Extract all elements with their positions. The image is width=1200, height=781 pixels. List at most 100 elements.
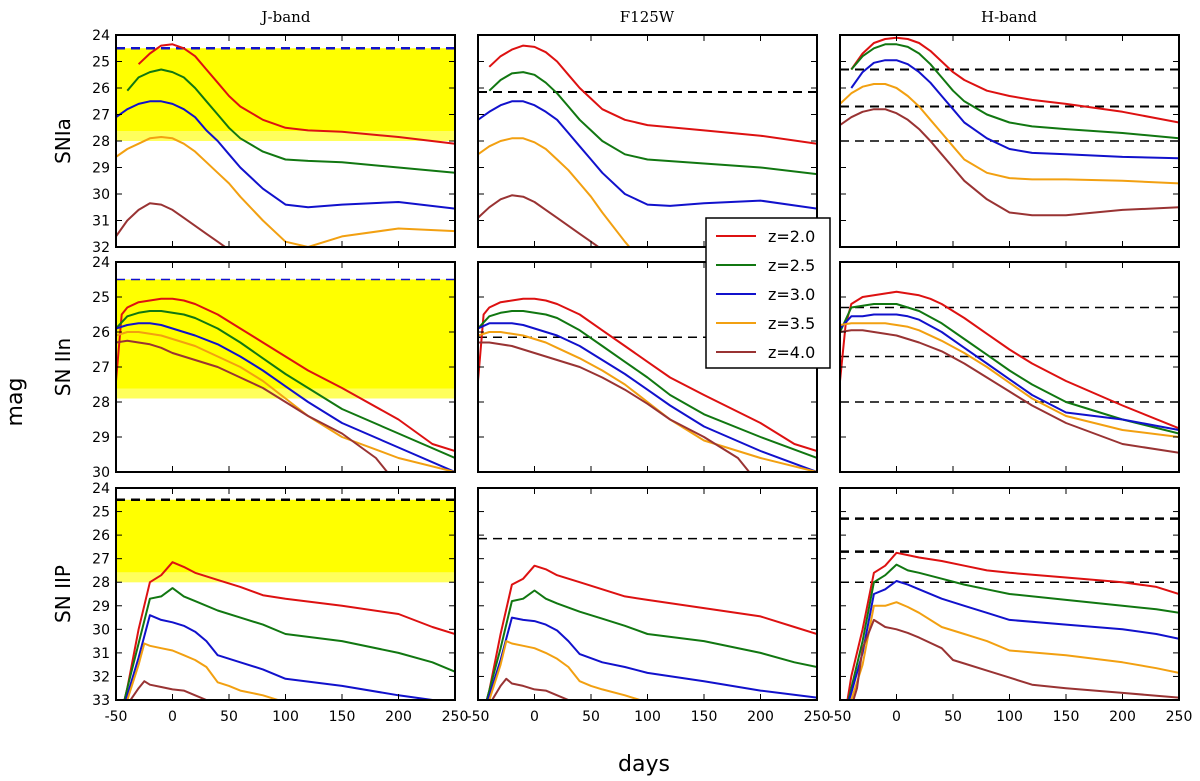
plot-area: [840, 290, 1179, 454]
series-line-z-2-0: [116, 297, 455, 452]
x-tick-label: 250: [1166, 709, 1193, 725]
y-tick-label: 32: [92, 240, 110, 256]
series-line-z-2-0: [123, 561, 455, 700]
y-tick-label: 25: [92, 290, 110, 306]
panel-sn-iip-f125w: -50 0 50 100 150 200 250: [467, 487, 831, 725]
plot-area: [116, 498, 455, 700]
series-line-z-2-0: [846, 551, 1179, 700]
series-line-z-2-0: [488, 44, 817, 145]
plot-area: [478, 297, 817, 472]
legend-label-z30: z=3.0: [768, 285, 815, 304]
y-tick-label: 26: [92, 528, 110, 544]
col-title-f125w: F125W: [620, 8, 675, 26]
series-line-z-2-5: [840, 303, 1179, 435]
row-label-sniin: SN IIn: [51, 338, 75, 397]
y-tick-label: 24: [92, 28, 110, 44]
x-tick-label: 250: [442, 709, 469, 725]
series-line-z-3-5: [116, 136, 455, 247]
plot-area: [116, 278, 455, 472]
series-line-z-4-0: [116, 202, 227, 247]
series-line-z-3-5: [488, 640, 644, 700]
x-tick-label: 0: [168, 709, 177, 725]
series-line-z-4-0: [840, 108, 1179, 217]
x-tick-label: 50: [944, 709, 962, 725]
plot-area: [478, 537, 817, 700]
series-line-z-2-0: [840, 290, 1179, 430]
series-line-z-4-0: [490, 677, 569, 700]
y-tick-label: 29: [92, 161, 110, 177]
series-line-z-2-0: [850, 36, 1179, 124]
y-tick-label: 31: [92, 214, 110, 230]
detection-band-edge: [116, 131, 455, 141]
y-tick-label: 26: [92, 81, 110, 97]
x-tick-label: 200: [1109, 709, 1136, 725]
x-tick-label: 150: [691, 709, 718, 725]
plot-area: [840, 517, 1179, 700]
legend-label-z25: z=2.5: [768, 256, 815, 275]
x-axis-label: days: [618, 752, 670, 777]
panel-sn-iin-f125w: [477, 261, 818, 473]
x-tick-label: 100: [996, 709, 1023, 725]
series-line-z-4-0: [478, 341, 751, 472]
series-line-z-3-0: [478, 322, 817, 472]
y-tick-label: 30: [92, 187, 110, 203]
plot-area: [116, 43, 455, 247]
x-tick-label: 150: [329, 709, 356, 725]
y-axis-label: mag: [3, 378, 28, 427]
row-label-snia: SNIa: [51, 118, 75, 164]
series-line-z-2-5: [488, 71, 817, 176]
panel-snia-f125w: [477, 34, 818, 248]
y-tick-label: 31: [92, 646, 110, 662]
series-line-z-2-5: [126, 68, 455, 174]
series-line-z-2-0: [485, 564, 817, 700]
series-line-z-2-0: [478, 297, 817, 452]
series-line-z-3-0: [116, 322, 455, 472]
x-tick-label: 200: [747, 709, 774, 725]
series-line-z-3-0: [116, 100, 455, 210]
series-line-z-2-5: [123, 587, 455, 700]
y-tick-label: 28: [92, 395, 110, 411]
series-line-z-3-0: [848, 580, 1179, 700]
panel-sn-iip-h-band: -50 0 50 100 150 200 250: [829, 487, 1193, 725]
y-tick-label: 25: [92, 55, 110, 71]
panel-snia-j-band: 24 25 26 27 28 29 30 31 32: [92, 28, 456, 256]
series-line-z-2-5: [116, 310, 455, 459]
series-line-z-3-5: [116, 331, 455, 472]
plot-area: [840, 36, 1179, 217]
x-tick-label: -50: [829, 709, 852, 725]
legend-label-z40: z=4.0: [768, 343, 815, 362]
legend: z=2.0 z=2.5 z=3.0 z=3.5 z=4.0: [705, 217, 831, 369]
y-tick-label: 29: [92, 430, 110, 446]
legend-label-z35: z=3.5: [768, 314, 815, 333]
x-tick-label: -50: [105, 709, 128, 725]
col-title-j-band: J-band: [260, 8, 311, 26]
panel-sn-iin-h-band: [839, 261, 1180, 473]
y-tick-label: 29: [92, 599, 110, 615]
legend-label-z20: z=2.0: [768, 227, 815, 246]
y-tick-label: 30: [92, 622, 110, 638]
series-line-z-3-0: [124, 614, 433, 700]
detection-band: [116, 48, 455, 141]
series-line-z-4-0: [116, 339, 389, 472]
x-tick-label: 0: [530, 709, 539, 725]
x-tick-label: 250: [804, 709, 831, 725]
detection-band: [116, 499, 455, 583]
y-tick-label: 28: [92, 575, 110, 591]
panel-sn-iin-j-band: 24 25 26 27 28 29 30: [92, 255, 456, 481]
y-tick-label: 24: [92, 481, 110, 497]
series-line-z-3-5: [850, 601, 1179, 700]
series-line-z-3-0: [478, 100, 817, 210]
y-tick-label: 32: [92, 669, 110, 685]
series-line-z-3-0: [486, 616, 817, 700]
series-line-z-3-5: [478, 137, 761, 247]
y-tick-label: 27: [92, 108, 110, 124]
series-line-z-4-0: [478, 194, 601, 247]
y-tick-label: 24: [92, 255, 110, 271]
panel-sn-iip-j-band: 24 25 26 27 28 29 30 31 32 33-50 0 50 100 150 200 250: [92, 481, 468, 725]
detection-band: [116, 279, 455, 399]
series-line-z-3-5: [840, 322, 1179, 438]
y-tick-label: 28: [92, 134, 110, 150]
series-line-z-4-0: [840, 329, 1179, 454]
x-tick-label: 50: [582, 709, 600, 725]
